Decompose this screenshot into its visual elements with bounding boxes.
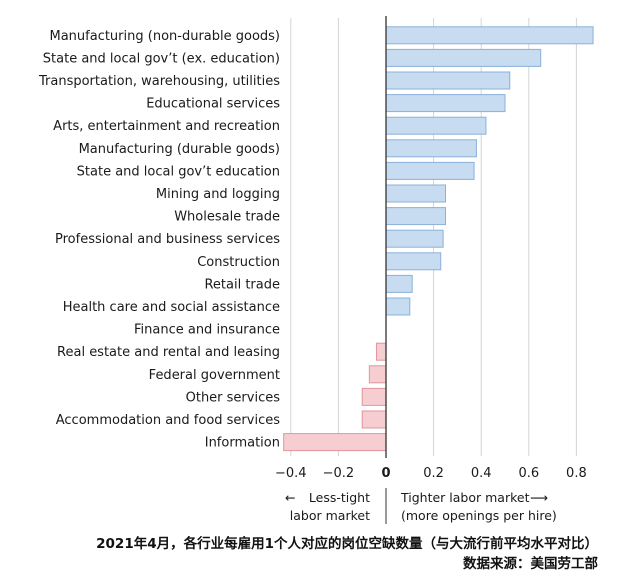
category-label-other-services: Other services	[186, 390, 281, 405]
bar-mining-and-logging	[385, 184, 446, 203]
tighter-label: Tighter labor market	[400, 490, 530, 505]
bar-professional-and-business-services	[385, 229, 444, 248]
category-label-real-estate-and-rental-and-leasing: Real estate and rental and leasing	[57, 345, 280, 360]
bar-arts-entertainment-and-recreation	[385, 116, 487, 135]
category-label-federal-government: Federal government	[149, 368, 280, 383]
category-label-state-and-local-gov-t-education: State and local gov’t education	[77, 164, 280, 179]
bar-educational-services	[385, 94, 506, 113]
category-label-health-care-and-social-assistance: Health care and social assistance	[63, 300, 280, 315]
category-label-arts-entertainment-and-recreation: Arts, entertainment and recreation	[53, 119, 280, 134]
x-tick-label-4: 0.4	[471, 466, 492, 481]
category-label-accommodation-and-food-services: Accommodation and food services	[56, 413, 280, 428]
category-label-mining-and-logging: Mining and logging	[156, 187, 280, 202]
caption-source: 数据来源：美国劳工部	[463, 556, 598, 572]
category-label-transportation-warehousing-utilities: Transportation, warehousing, utilities	[38, 74, 280, 89]
bar-federal-government	[368, 365, 387, 384]
category-labels: Manufacturing (non-durable goods) State a…	[38, 29, 280, 451]
less-tight-label: Less-tight	[309, 490, 370, 505]
x-tick-label-2: 0	[381, 466, 390, 481]
bar-transportation-warehousing-utilities	[385, 71, 511, 90]
category-label-professional-and-business-services: Professional and business services	[55, 232, 280, 247]
x-tick-label-3: 0.2	[423, 466, 444, 481]
category-label-educational-services: Educational services	[146, 97, 280, 112]
bar-construction	[385, 252, 442, 271]
more-openings-label: (more openings per hire)	[401, 508, 557, 523]
bar-accommodation-and-food-services	[361, 410, 387, 429]
category-label-wholesale-trade: Wholesale trade	[174, 210, 280, 225]
category-label-construction: Construction	[197, 255, 280, 270]
caption: 2021年4月，各行业每雇用1个人对应的岗位空缺数量（与大流行前平均水平对比） …	[40, 534, 598, 574]
labor-market-label: labor market	[290, 508, 370, 523]
bar-other-services	[361, 387, 387, 406]
bar-state-and-local-gov-t-ex-education	[385, 48, 542, 67]
category-label-manufacturing-non-durable-goods: Manufacturing (non-durable goods)	[49, 29, 280, 44]
bar-wholesale-trade	[385, 207, 446, 226]
bar-information	[283, 433, 387, 452]
x-tick-labels: −0.4 −0.2 0 0.2 0.4 0.6 0.8	[275, 466, 587, 481]
category-label-information: Information	[205, 436, 280, 451]
bar-chart: Manufacturing (non-durable goods) State a…	[38, 16, 594, 524]
bar-state-and-local-gov-t-education	[385, 161, 475, 180]
x-tick-label-1: −0.2	[323, 466, 355, 481]
x-tick-label-6: 0.8	[566, 466, 587, 481]
right-arrow: ⟶	[530, 490, 548, 505]
bar-layer	[283, 26, 594, 452]
caption-title: 2021年4月，各行业每雇用1个人对应的岗位空缺数量（与大流行前平均水平对比）	[96, 536, 598, 552]
bar-retail-trade	[385, 274, 413, 293]
left-arrow: ←	[285, 490, 295, 505]
bar-manufacturing-non-durable-goods	[385, 26, 594, 45]
category-label-state-and-local-gov-t-ex-education: State and local gov’t (ex. education)	[43, 51, 280, 66]
x-tick-label-5: 0.6	[518, 466, 539, 481]
annotations: ← Less-tight labor market Tighter labor …	[285, 488, 557, 524]
category-label-finance-and-insurance: Finance and insurance	[134, 323, 280, 338]
x-tick-label-0: −0.4	[275, 466, 307, 481]
category-label-retail-trade: Retail trade	[204, 277, 280, 292]
bar-real-estate-and-rental-and-leasing	[375, 342, 387, 361]
bar-manufacturing-durable-goods	[385, 139, 477, 158]
bar-health-care-and-social-assistance	[385, 297, 411, 316]
category-label-manufacturing-durable-goods: Manufacturing (durable goods)	[79, 142, 280, 157]
